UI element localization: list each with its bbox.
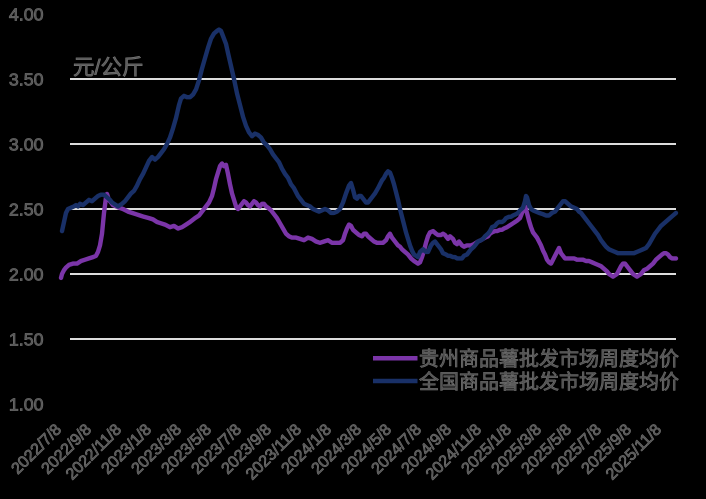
- svg-text:1.00: 1.00: [9, 394, 44, 414]
- svg-text:贵州商品薯批发市场周度均价: 贵州商品薯批发市场周度均价: [419, 347, 679, 370]
- svg-text:1.50: 1.50: [9, 329, 44, 349]
- svg-text:2.50: 2.50: [9, 199, 44, 219]
- svg-text:2.00: 2.00: [9, 264, 44, 284]
- svg-text:3.00: 3.00: [9, 134, 44, 154]
- svg-text:4.00: 4.00: [9, 4, 44, 24]
- svg-text:全国商品薯批发市场周度均价: 全国商品薯批发市场周度均价: [419, 370, 679, 393]
- svg-text:3.50: 3.50: [9, 69, 44, 89]
- svg-text:元/公斤: 元/公斤: [73, 55, 143, 79]
